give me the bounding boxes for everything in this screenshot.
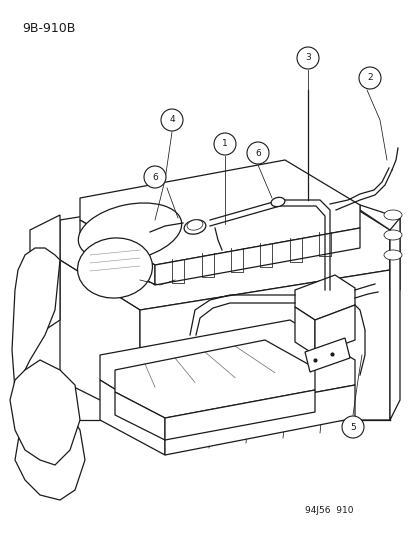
Polygon shape <box>389 218 399 420</box>
Polygon shape <box>165 390 314 440</box>
Ellipse shape <box>78 203 181 261</box>
Polygon shape <box>359 205 399 290</box>
Text: 4: 4 <box>169 116 174 125</box>
Polygon shape <box>100 320 354 420</box>
Polygon shape <box>10 360 80 465</box>
Polygon shape <box>80 220 154 285</box>
Circle shape <box>214 133 235 155</box>
Circle shape <box>161 109 183 131</box>
Circle shape <box>358 67 380 89</box>
Polygon shape <box>80 160 359 265</box>
Polygon shape <box>115 392 165 440</box>
Polygon shape <box>60 260 140 420</box>
Text: 9B-910B: 9B-910B <box>22 22 75 35</box>
Circle shape <box>144 166 166 188</box>
Polygon shape <box>294 307 314 355</box>
Text: 5: 5 <box>349 423 355 432</box>
Ellipse shape <box>383 230 401 240</box>
Ellipse shape <box>77 238 152 298</box>
Ellipse shape <box>187 220 202 230</box>
Circle shape <box>296 47 318 69</box>
Ellipse shape <box>383 250 401 260</box>
Polygon shape <box>60 180 389 310</box>
Text: 2: 2 <box>366 74 372 83</box>
Ellipse shape <box>184 220 205 234</box>
Text: 3: 3 <box>304 53 310 62</box>
Circle shape <box>341 416 363 438</box>
Polygon shape <box>165 385 354 455</box>
Text: 6: 6 <box>152 173 157 182</box>
Text: 94J56  910: 94J56 910 <box>304 506 353 515</box>
Polygon shape <box>12 248 60 390</box>
Ellipse shape <box>383 210 401 220</box>
Polygon shape <box>100 380 165 455</box>
Ellipse shape <box>271 197 284 207</box>
Circle shape <box>247 142 268 164</box>
Polygon shape <box>294 275 354 320</box>
Polygon shape <box>30 215 60 340</box>
Polygon shape <box>140 270 389 420</box>
Text: 6: 6 <box>254 149 260 157</box>
Polygon shape <box>154 228 359 285</box>
Text: 1: 1 <box>222 140 227 149</box>
Polygon shape <box>115 340 314 418</box>
Polygon shape <box>314 305 354 355</box>
Polygon shape <box>304 338 349 372</box>
Polygon shape <box>15 410 85 500</box>
